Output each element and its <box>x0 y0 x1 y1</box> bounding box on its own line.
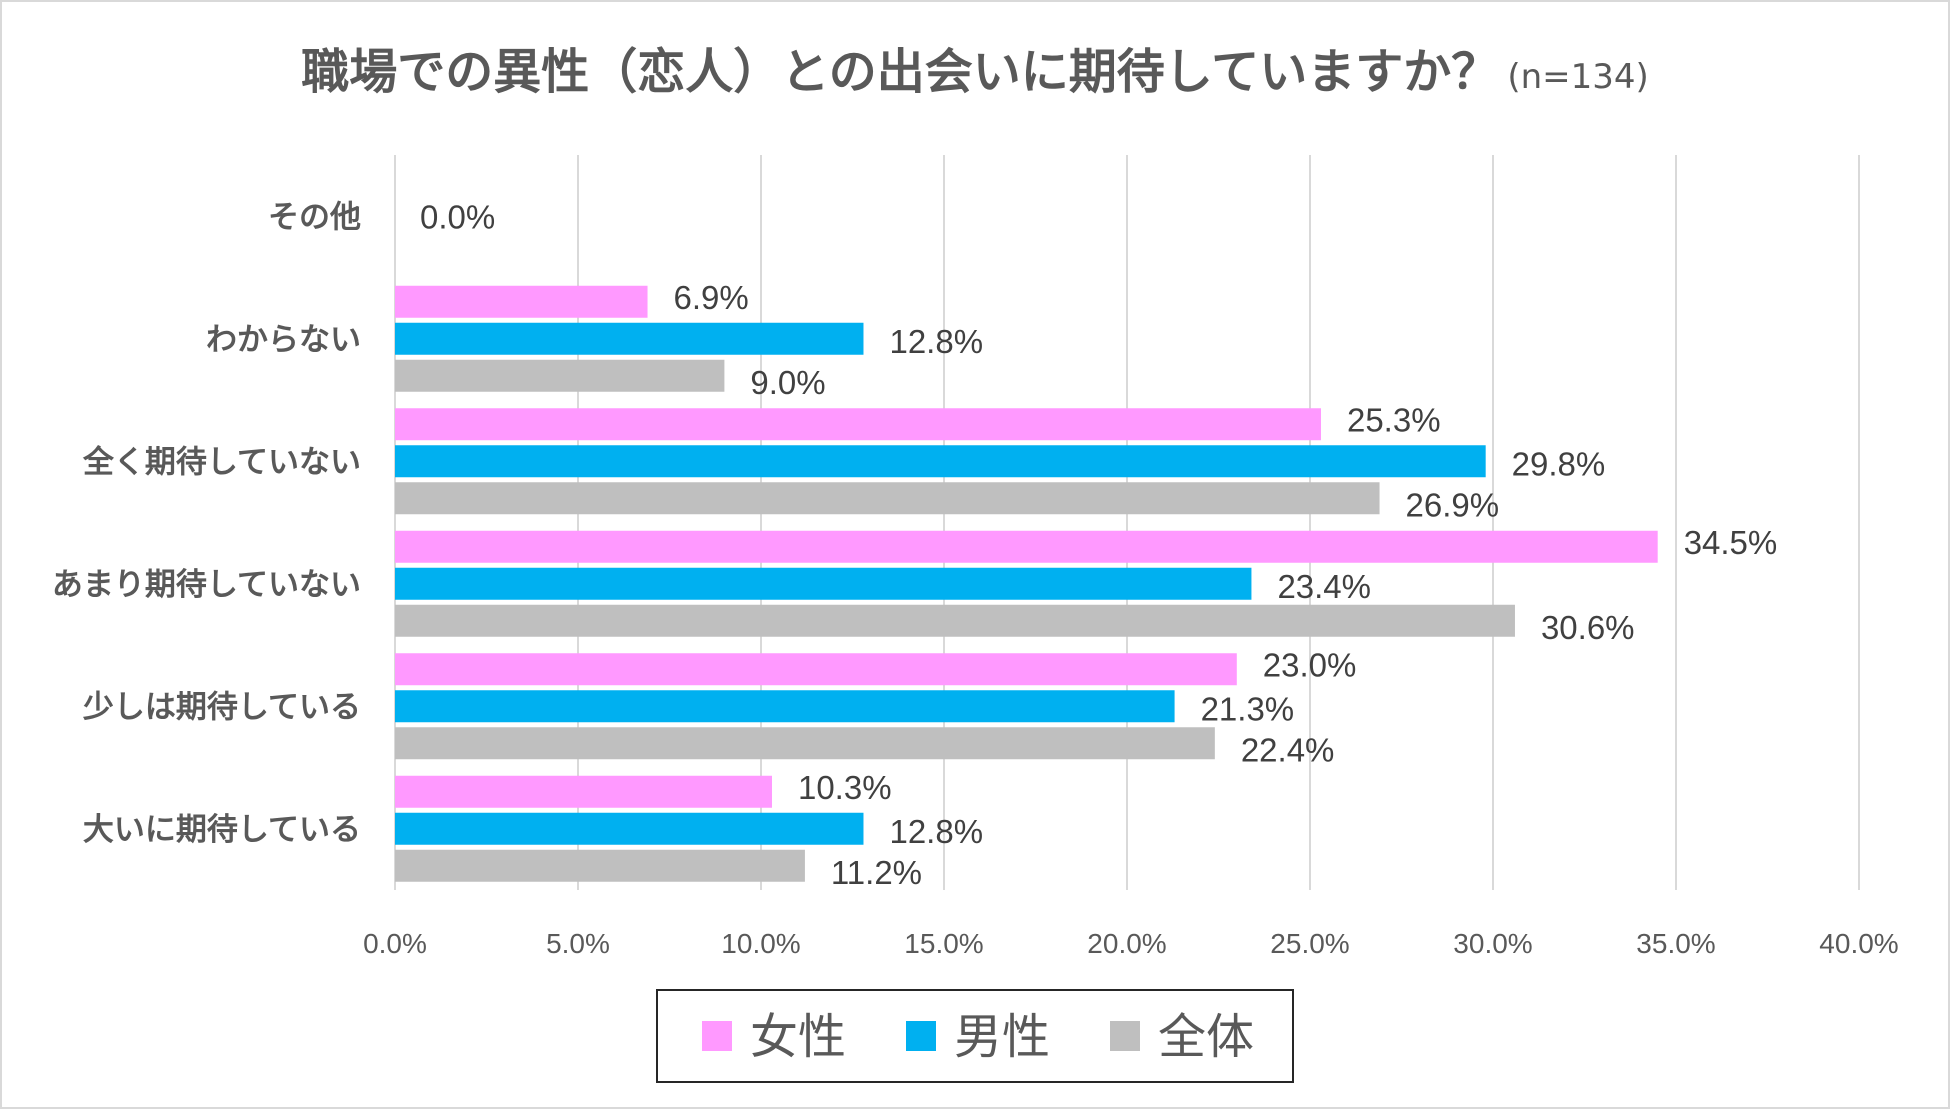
bar <box>395 482 1380 515</box>
bar <box>395 322 864 355</box>
legend-label: 全体 <box>1158 1009 1254 1065</box>
legend-label: 男性 <box>954 1009 1050 1065</box>
legend-box <box>656 989 1294 1083</box>
data-label: 0.0% <box>420 198 495 235</box>
x-tick-label: 40.0% <box>1819 928 1898 959</box>
data-label: 12.8% <box>889 323 983 360</box>
x-tick-label: 10.0% <box>721 928 800 959</box>
bar <box>395 408 1321 441</box>
data-label: 30.6% <box>1541 609 1635 646</box>
data-label: 23.4% <box>1277 568 1371 605</box>
data-label: 22.4% <box>1241 731 1335 768</box>
x-tick-labels: 0.0% 5.0% 10.0% 15.0% 20.0% 25.0% 30.0% 35.0% 40… <box>363 928 1899 959</box>
chart-subtitle: (n=134) <box>1507 57 1648 97</box>
data-label: 21.3% <box>1201 690 1295 727</box>
data-label: 26.9% <box>1406 486 1500 523</box>
x-tick-label: 15.0% <box>904 928 983 959</box>
data-label: 10.3% <box>798 769 892 806</box>
data-label: 29.8% <box>1512 445 1606 482</box>
legend-swatch <box>1110 1021 1140 1051</box>
bar <box>395 690 1175 723</box>
x-tick-label: 35.0% <box>1636 928 1715 959</box>
category-label: 大いに期待している <box>83 812 361 848</box>
legend-label: 女性 <box>750 1009 846 1065</box>
category-label: その他 <box>268 199 361 235</box>
category-labels: その他わからない全く期待していないあまり期待していない少しは期待している大いに期… <box>52 199 361 848</box>
data-label: 9.0% <box>750 364 825 401</box>
bar <box>395 359 725 392</box>
category-label: 少しは期待している <box>83 689 361 725</box>
x-tick-label: 25.0% <box>1270 928 1349 959</box>
bar <box>395 530 1658 563</box>
bar <box>395 849 805 882</box>
legend-swatch <box>906 1021 936 1051</box>
x-tick-label: 0.0% <box>363 928 427 959</box>
legend-swatch <box>702 1021 732 1051</box>
legend: 女性 男性 全体 <box>656 989 1294 1083</box>
chart-title-text: 職場での異性（恋人）との出会いに期待していますか？ <box>301 44 1499 100</box>
category-label: 全く期待していない <box>82 444 361 480</box>
x-tick-label: 30.0% <box>1453 928 1532 959</box>
bar <box>395 567 1252 600</box>
bar <box>395 653 1237 686</box>
gridlines <box>394 155 1860 890</box>
data-label: 11.2% <box>831 854 922 891</box>
bar <box>395 604 1515 637</box>
data-label: 25.3% <box>1347 401 1441 438</box>
x-tick-label: 5.0% <box>546 928 610 959</box>
x-tick-label: 20.0% <box>1087 928 1166 959</box>
bars: 0.0% 6.9% 12.8% 9.0% 25.3% 29.8% 26.9% 34.5% 23.… <box>395 198 1777 891</box>
bar <box>395 445 1486 478</box>
data-label: 6.9% <box>674 279 749 316</box>
bar <box>395 775 772 808</box>
bar <box>395 285 648 318</box>
data-label: 23.0% <box>1263 646 1357 683</box>
chart-title: 職場での異性（恋人）との出会いに期待していますか？ (n=134) <box>301 44 1649 100</box>
bar <box>395 812 864 845</box>
category-label: わからない <box>206 322 361 358</box>
data-label: 12.8% <box>889 813 983 850</box>
category-label: あまり期待していない <box>52 567 361 603</box>
bar <box>395 727 1215 760</box>
data-label: 34.5% <box>1684 524 1778 561</box>
